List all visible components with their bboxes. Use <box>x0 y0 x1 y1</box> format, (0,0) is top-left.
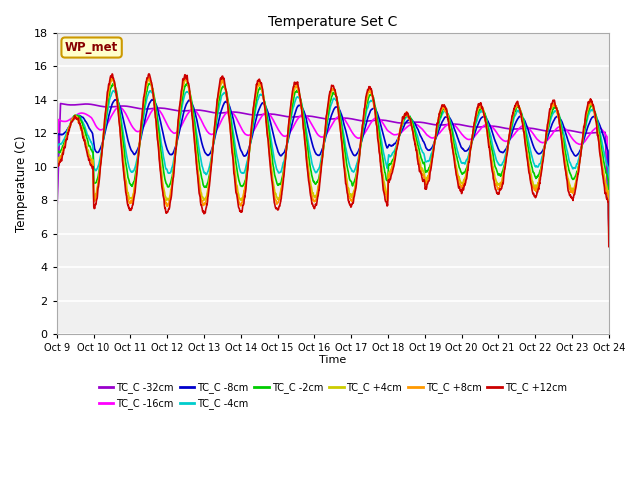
TC_C -8cm <box>361 126 369 132</box>
TC_C -2cm <box>605 216 612 221</box>
TC_C -4cm <box>53 219 61 225</box>
Line: TC_C -32cm: TC_C -32cm <box>57 104 609 227</box>
TC_C +12cm <box>53 218 61 224</box>
TC_C -32cm <box>361 118 369 124</box>
TC_C +8cm <box>572 183 579 189</box>
TC_C -4cm <box>493 159 501 165</box>
TC_C +8cm <box>145 75 153 81</box>
TC_C +12cm <box>361 104 369 109</box>
Legend: TC_C -32cm, TC_C -16cm, TC_C -8cm, TC_C -4cm, TC_C -2cm, TC_C +4cm, TC_C +8cm, T: TC_C -32cm, TC_C -16cm, TC_C -8cm, TC_C … <box>95 379 570 413</box>
TC_C -8cm <box>53 231 61 237</box>
TC_C -16cm <box>361 130 369 136</box>
TC_C +8cm <box>493 185 501 191</box>
TC_C +12cm <box>493 190 501 196</box>
TC_C -32cm <box>57 101 65 107</box>
Line: TC_C +4cm: TC_C +4cm <box>57 79 609 238</box>
TC_C -2cm <box>53 241 61 247</box>
TC_C -32cm <box>572 129 579 134</box>
TC_C +8cm <box>349 195 356 201</box>
TC_C -2cm <box>207 162 215 168</box>
TC_C -32cm <box>605 224 612 229</box>
TC_C -16cm <box>605 227 612 233</box>
TC_C -4cm <box>572 165 579 171</box>
TC_C +4cm <box>572 180 579 186</box>
TC_C -4cm <box>556 117 564 123</box>
TC_C +4cm <box>556 122 564 128</box>
TC_C -32cm <box>53 216 61 222</box>
Line: TC_C -8cm: TC_C -8cm <box>57 99 609 234</box>
TC_C -8cm <box>493 144 501 149</box>
TC_C +8cm <box>361 106 369 111</box>
TC_C -8cm <box>572 153 579 159</box>
TC_C +12cm <box>145 71 153 77</box>
X-axis label: Time: Time <box>319 355 346 365</box>
TC_C +12cm <box>556 125 564 131</box>
TC_C -2cm <box>572 173 579 179</box>
TC_C -16cm <box>572 139 579 145</box>
Title: Temperature Set C: Temperature Set C <box>268 15 397 29</box>
TC_C +8cm <box>605 239 612 245</box>
TC_C -2cm <box>493 169 501 175</box>
TC_C -16cm <box>349 131 356 136</box>
TC_C +4cm <box>349 192 356 197</box>
Line: TC_C -2cm: TC_C -2cm <box>57 84 609 244</box>
TC_C -16cm <box>556 124 564 130</box>
TC_C -8cm <box>349 151 356 157</box>
TC_C -32cm <box>556 128 564 133</box>
TC_C +8cm <box>53 218 61 224</box>
TC_C -4cm <box>349 168 356 174</box>
Line: TC_C -4cm: TC_C -4cm <box>57 91 609 235</box>
TC_C +4cm <box>361 107 369 113</box>
TC_C -8cm <box>148 96 156 102</box>
TC_C +12cm <box>349 201 356 206</box>
TC_C -32cm <box>493 124 501 130</box>
Text: WP_met: WP_met <box>65 41 118 54</box>
TC_C +8cm <box>207 163 215 169</box>
TC_C +12cm <box>605 244 612 250</box>
TC_C -4cm <box>605 232 612 238</box>
TC_C -8cm <box>556 116 564 121</box>
TC_C -16cm <box>207 132 215 137</box>
TC_C +4cm <box>109 76 116 82</box>
TC_C -8cm <box>207 149 215 155</box>
TC_C +8cm <box>556 126 564 132</box>
TC_C -2cm <box>146 81 154 86</box>
TC_C -4cm <box>207 157 215 163</box>
TC_C -2cm <box>361 112 369 118</box>
TC_C -8cm <box>605 217 612 223</box>
Line: TC_C +8cm: TC_C +8cm <box>57 78 609 242</box>
Line: TC_C +12cm: TC_C +12cm <box>57 74 609 247</box>
TC_C +4cm <box>53 215 61 220</box>
TC_C -4cm <box>361 117 369 123</box>
TC_C -2cm <box>349 182 356 188</box>
TC_C +12cm <box>572 186 579 192</box>
TC_C -32cm <box>207 109 215 115</box>
TC_C +4cm <box>493 180 501 186</box>
TC_C -32cm <box>349 116 356 122</box>
TC_C -16cm <box>116 104 124 110</box>
TC_C -16cm <box>493 131 501 136</box>
Line: TC_C -16cm: TC_C -16cm <box>57 107 609 230</box>
TC_C +4cm <box>605 235 612 241</box>
TC_C +4cm <box>207 164 215 170</box>
TC_C -16cm <box>53 216 61 222</box>
TC_C -2cm <box>556 118 564 124</box>
TC_C +12cm <box>207 168 215 174</box>
Y-axis label: Temperature (C): Temperature (C) <box>15 135 28 232</box>
TC_C -4cm <box>109 88 117 94</box>
